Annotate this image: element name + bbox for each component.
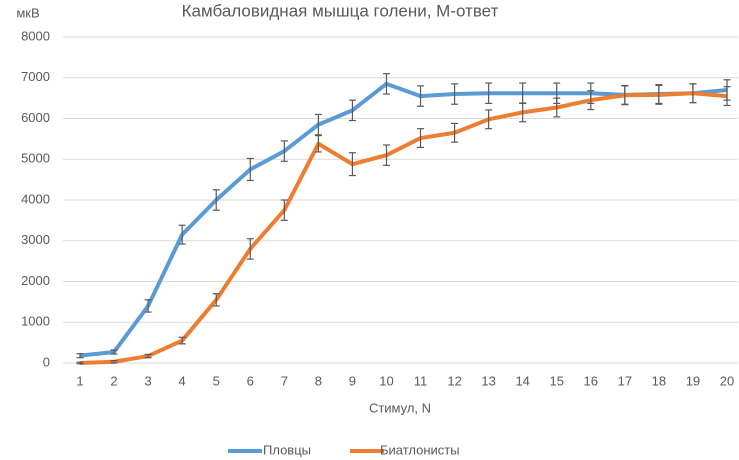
error-bar — [348, 99, 356, 122]
error-bar — [723, 86, 731, 107]
x-tick-label: 14 — [515, 373, 529, 388]
x-tick-label: 13 — [481, 373, 495, 388]
x-tick-label: 19 — [686, 373, 700, 388]
error-bar — [178, 224, 186, 245]
error-bar — [553, 97, 561, 118]
error-bar — [587, 90, 595, 111]
x-tick-label: 3 — [144, 373, 151, 388]
x-tick-label: 1 — [76, 373, 83, 388]
x-tick-label: 10 — [379, 373, 393, 388]
x-tick-label: 12 — [447, 373, 461, 388]
y-tick-label: 7000 — [21, 69, 50, 84]
error-bar — [451, 83, 459, 105]
x-tick-label: 11 — [414, 373, 428, 388]
y-tick-label: 5000 — [21, 151, 50, 166]
error-bar — [110, 359, 118, 364]
error-bar — [382, 73, 390, 95]
error-bar — [314, 135, 322, 153]
legend-label: Пловцы — [263, 442, 311, 457]
error-bar — [110, 349, 118, 355]
error-bar — [280, 140, 288, 162]
legend-label: Биатлонисты — [380, 442, 460, 457]
error-bar — [212, 293, 220, 307]
x-axis-label: Стимул, N — [369, 400, 431, 415]
error-bar — [621, 85, 629, 106]
error-bar — [314, 113, 322, 136]
error-bar — [212, 189, 220, 211]
x-tick-label: 7 — [281, 373, 288, 388]
error-bar — [382, 144, 390, 166]
y-tick-label: 3000 — [21, 232, 50, 247]
x-tick-label: 8 — [315, 373, 322, 388]
error-bar — [417, 85, 425, 107]
error-bar — [144, 353, 152, 359]
y-tick-label: 1000 — [21, 314, 50, 329]
y-tick-label: 4000 — [21, 191, 50, 206]
x-tick-label: 20 — [720, 373, 734, 388]
error-bar — [348, 152, 356, 177]
error-bar — [519, 102, 527, 123]
error-bar — [451, 122, 459, 143]
y-axis-label: мкВ — [16, 5, 39, 20]
x-tick-label: 5 — [213, 373, 220, 388]
y-tick-label: 2000 — [21, 273, 50, 288]
y-tick-label: 0 — [43, 354, 50, 369]
y-tick-label: 6000 — [21, 110, 50, 125]
error-bar — [144, 299, 152, 313]
x-tick-label: 9 — [349, 373, 356, 388]
error-bar — [246, 238, 254, 260]
x-tick-label: 6 — [247, 373, 254, 388]
error-bar — [280, 199, 288, 221]
series-line — [79, 81, 728, 358]
x-tick-label: 4 — [179, 373, 186, 388]
x-tick-label: 17 — [618, 373, 632, 388]
x-tick-label: 15 — [550, 373, 564, 388]
error-bar — [178, 336, 186, 345]
error-bar — [76, 353, 84, 359]
y-tick-label: 8000 — [21, 28, 50, 43]
error-bar — [485, 82, 493, 105]
series-line — [79, 91, 728, 365]
error-bar — [485, 109, 493, 130]
error-bar — [417, 128, 425, 149]
error-bar — [76, 361, 84, 365]
chart-title: Камбаловидная мышца голени, М-ответ — [182, 1, 499, 20]
x-tick-label: 18 — [652, 373, 666, 388]
error-bar — [246, 157, 254, 182]
error-bar — [689, 83, 697, 104]
x-tick-label: 2 — [110, 373, 117, 388]
error-bar — [655, 84, 663, 105]
x-tick-label: 16 — [584, 373, 598, 388]
